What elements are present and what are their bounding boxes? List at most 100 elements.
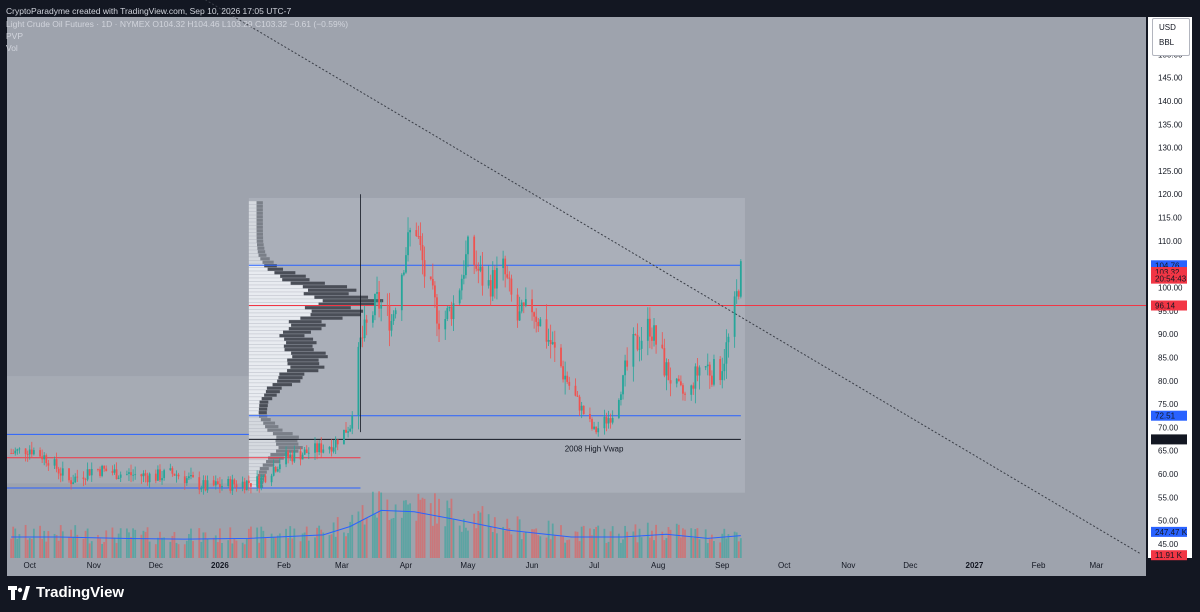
candle-body <box>477 268 480 271</box>
volume-bar <box>388 520 391 558</box>
volume-bar <box>721 533 724 558</box>
volume-profile-bar-left <box>248 316 301 320</box>
candle-body <box>737 291 740 297</box>
volume-profile-bar-left <box>248 411 259 415</box>
price-tick-label: 45.00 <box>1158 540 1179 549</box>
candle-body <box>233 479 236 485</box>
candle-body <box>402 272 405 275</box>
volume-bar <box>32 528 35 558</box>
candle-body <box>101 465 103 476</box>
price-tick-label: 75.00 <box>1158 400 1179 409</box>
volume-bar <box>190 528 192 558</box>
volume-bar <box>41 538 44 558</box>
volume-profile-bar-right <box>311 309 364 313</box>
volume-profile-bar-right <box>278 446 303 450</box>
candle-body <box>723 363 726 372</box>
volume-bar <box>605 543 608 558</box>
candle-body <box>508 277 511 279</box>
candle-body <box>161 478 163 481</box>
volume-profile-bar-right <box>291 351 326 355</box>
price-tag-box <box>1151 260 1187 271</box>
volume-bar <box>231 543 234 558</box>
volume-bar <box>448 508 451 558</box>
candle-body <box>516 294 519 321</box>
time-tick-label: 2027 <box>966 561 984 570</box>
volume-profile-bar-right <box>277 379 301 383</box>
volume-bar <box>593 529 595 558</box>
volume-bar <box>423 498 426 558</box>
candle-body <box>560 347 562 367</box>
candle-body <box>682 385 684 394</box>
volume-bar <box>531 529 533 558</box>
volume-profile-bar-left <box>248 299 323 303</box>
volume-bar <box>219 528 221 558</box>
volume-bar <box>105 530 108 558</box>
candle-body <box>475 264 478 269</box>
candle-body <box>522 302 525 306</box>
volume-bar <box>504 530 507 558</box>
volume-bar <box>620 542 622 558</box>
candle-body <box>648 318 651 337</box>
tradingview-brand[interactable]: TradingView <box>8 584 124 601</box>
volume-bar <box>632 531 635 558</box>
candle-body <box>76 476 79 478</box>
candle-body <box>14 450 17 454</box>
candle-body <box>547 340 550 342</box>
candle-body <box>394 310 397 315</box>
credit-line: CryptoParadyme created with TradingView.… <box>6 6 292 16</box>
price-axis-currency-box[interactable]: USD BBL <box>1152 18 1190 56</box>
candle-body <box>667 362 670 381</box>
candle-body <box>332 447 335 452</box>
volume-bar <box>444 526 447 558</box>
volume-profile-bar-left <box>248 463 263 467</box>
time-tick-label: Dec <box>149 561 163 570</box>
volume-bar <box>76 534 79 558</box>
candle-body <box>221 485 223 488</box>
volume-bar <box>419 499 422 558</box>
candle-body <box>591 419 593 429</box>
price-tick-label: 55.00 <box>1158 493 1179 502</box>
price-tag-box <box>1151 300 1187 311</box>
candle-body <box>351 415 354 429</box>
volume-bar <box>653 540 655 558</box>
candle-body <box>438 323 440 330</box>
candle-body <box>706 364 709 367</box>
volume-profile-bar-right <box>266 386 282 390</box>
candle-body <box>68 468 70 481</box>
symbol-line[interactable]: Light Crude Oil Futures · 1D · NYMEX O10… <box>6 19 349 29</box>
candle-body <box>533 312 536 317</box>
candle-body <box>622 375 624 395</box>
volume-bar <box>617 533 620 558</box>
candle-body <box>429 276 432 279</box>
candle-body <box>448 306 451 309</box>
indicator-vol[interactable]: Vol <box>6 43 18 53</box>
candle-body <box>473 236 476 265</box>
volume-profile-bar-left <box>248 267 268 271</box>
volume-bar <box>345 536 347 558</box>
volume-bar <box>43 530 46 558</box>
volume-bar <box>533 529 536 558</box>
candle-body <box>45 455 48 464</box>
volume-bar <box>607 541 610 558</box>
candle-body <box>270 475 273 483</box>
candle-body <box>86 469 89 480</box>
volume-profile-bar-right <box>280 274 306 278</box>
candle-body <box>386 305 389 306</box>
indicator-pvp[interactable]: PVP <box>6 31 24 41</box>
time-tick-label: Oct <box>24 561 37 570</box>
volume-bar <box>57 540 60 558</box>
volume-profile-bar-right <box>264 393 277 397</box>
volume-profile-bar-right <box>283 330 311 334</box>
candle-body <box>481 266 484 286</box>
volume-bar <box>111 527 114 558</box>
candle-body <box>653 325 655 341</box>
candle-body <box>603 416 606 429</box>
candle-body <box>142 473 145 477</box>
price-tag-label: 72.51 <box>1155 412 1176 421</box>
volume-profile-bar-left <box>248 208 257 212</box>
volume-profile-bar-left <box>248 222 257 226</box>
candle-body <box>510 278 513 295</box>
candle-body <box>467 236 469 255</box>
volume-bar <box>677 524 680 558</box>
